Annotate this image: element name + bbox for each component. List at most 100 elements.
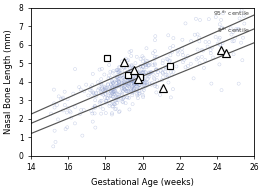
Point	[116, 99, 120, 102]
Point	[218, 43, 222, 46]
Point	[132, 79, 136, 82]
Point	[108, 86, 112, 89]
Point	[82, 108, 86, 112]
Point	[237, 17, 242, 20]
Point	[117, 71, 121, 74]
Point	[200, 55, 204, 58]
Point	[115, 98, 119, 101]
Text: 95$^{th}$ centile: 95$^{th}$ centile	[213, 9, 250, 18]
Point	[230, 40, 235, 43]
Point	[189, 62, 193, 65]
Point	[142, 88, 146, 91]
Point	[113, 89, 117, 92]
Point	[98, 100, 103, 103]
Point	[143, 71, 148, 74]
Point	[63, 104, 67, 107]
Point	[88, 89, 92, 92]
Point	[220, 26, 224, 29]
Point	[113, 108, 117, 111]
Point	[129, 90, 134, 93]
Point	[132, 83, 136, 86]
Point	[115, 85, 119, 88]
Point	[132, 87, 136, 90]
Point	[101, 108, 105, 111]
Point	[126, 74, 130, 77]
Point	[207, 41, 211, 44]
Point	[122, 86, 126, 89]
Point	[189, 40, 193, 43]
Point	[200, 49, 204, 52]
Point	[121, 77, 125, 80]
Point	[137, 83, 141, 87]
Point	[117, 111, 121, 114]
Point	[122, 96, 126, 99]
Point	[118, 91, 123, 94]
Point	[140, 74, 144, 77]
Point	[117, 95, 121, 98]
Point	[164, 73, 168, 76]
Point	[167, 60, 171, 63]
Point	[127, 82, 131, 85]
Point	[128, 74, 132, 77]
Point	[183, 22, 188, 25]
Point	[136, 84, 141, 87]
Point	[194, 17, 198, 20]
Point	[143, 84, 147, 87]
Point	[119, 72, 123, 75]
Point	[135, 55, 139, 58]
Point	[140, 82, 144, 85]
Point	[125, 82, 129, 85]
Point	[131, 72, 135, 75]
Point	[121, 76, 125, 79]
Point	[144, 64, 148, 67]
Point	[114, 79, 119, 82]
Point	[210, 46, 214, 49]
Point	[125, 79, 130, 82]
Point	[61, 109, 65, 112]
Point	[65, 98, 70, 101]
Point	[145, 82, 149, 85]
Point	[137, 93, 141, 96]
Point	[130, 103, 135, 106]
Point	[104, 112, 108, 115]
Point	[130, 81, 135, 84]
Point	[137, 73, 141, 76]
Point	[99, 78, 103, 81]
Point	[108, 94, 113, 97]
Point	[153, 55, 157, 58]
Point	[163, 70, 168, 73]
Point	[132, 80, 136, 83]
Point	[119, 97, 124, 100]
Point	[147, 71, 151, 74]
Point	[99, 91, 103, 94]
Point	[125, 83, 130, 87]
Point	[129, 49, 133, 53]
Point	[163, 66, 167, 69]
Point	[124, 57, 128, 60]
Point	[166, 64, 170, 67]
Point	[111, 95, 115, 98]
Point	[138, 74, 143, 78]
Point	[106, 77, 110, 80]
Point	[144, 81, 148, 84]
Point	[114, 107, 118, 110]
Point	[140, 82, 144, 85]
Point	[117, 83, 121, 87]
Point	[116, 79, 120, 82]
Point	[195, 48, 200, 51]
Point	[211, 56, 215, 59]
Point	[142, 81, 146, 84]
Point	[123, 72, 127, 75]
Point	[202, 66, 206, 70]
Point	[107, 104, 112, 107]
Point	[148, 61, 152, 64]
Point	[120, 60, 124, 63]
Point	[129, 89, 133, 92]
Point	[68, 110, 72, 113]
Point	[170, 74, 174, 77]
Point	[146, 64, 151, 67]
Point	[130, 77, 134, 80]
Point	[92, 92, 96, 95]
Point	[122, 81, 126, 84]
Point	[103, 96, 107, 99]
